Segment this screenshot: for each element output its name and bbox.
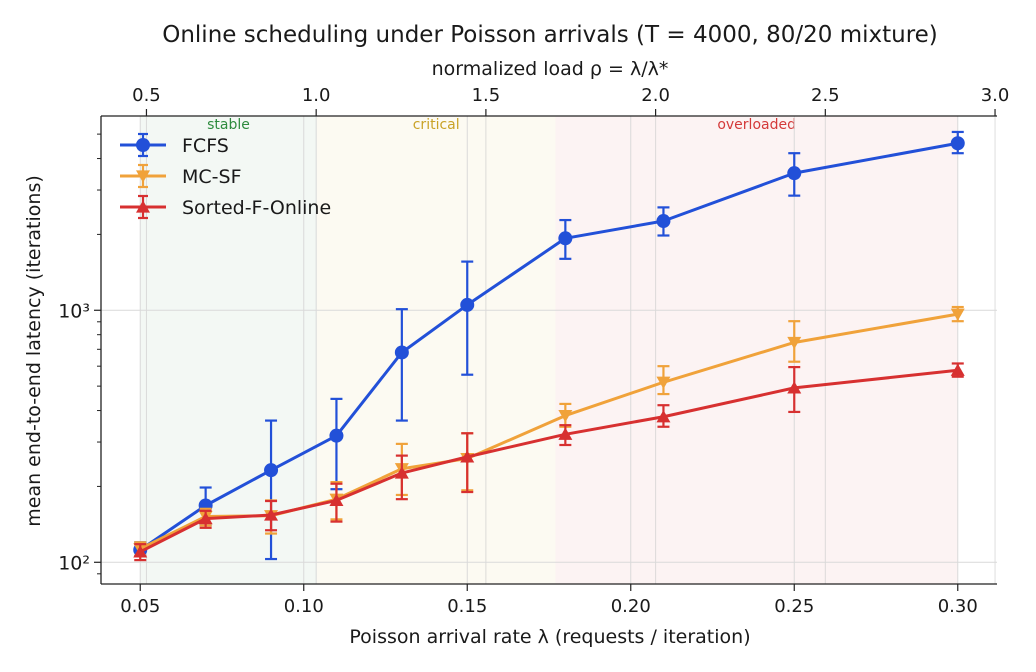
data-point <box>198 511 213 525</box>
x2-tick-label: 2.0 <box>641 85 670 106</box>
data-point <box>329 493 344 507</box>
y-tick-label: 10² <box>58 552 90 574</box>
data-point <box>329 428 344 443</box>
data-point <box>133 545 148 558</box>
top-axis-label: normalized load ρ = λ/λ* <box>432 58 669 80</box>
x-tick-label: 0.05 <box>120 596 160 617</box>
data-point <box>950 308 965 321</box>
data-point <box>950 136 965 151</box>
data-point <box>558 231 573 246</box>
load-regions: stable critical overloaded <box>140 116 958 584</box>
legend-marker <box>136 138 150 152</box>
region-stable <box>140 116 317 584</box>
legend-item-mc-sf: MC-SF <box>120 163 242 189</box>
data-point <box>264 508 279 521</box>
legend-label: MC-SF <box>182 166 242 188</box>
x2-tick-label: 3.0 <box>981 85 1010 106</box>
axes: 0.05 0.10 0.15 0.20 0.25 0.30 0.5 1.0 1.5 2.0 2.5 3… <box>58 85 1009 617</box>
x2-tick-label: 0.5 <box>132 85 161 106</box>
legend-label: FCFS <box>182 135 229 157</box>
legend-marker <box>136 170 150 183</box>
data-point <box>656 410 671 423</box>
data-point <box>787 166 802 181</box>
data-point <box>264 463 279 478</box>
data-point <box>787 336 802 350</box>
legend-marker <box>136 200 150 213</box>
series-sorted-f-online <box>133 362 965 562</box>
x-axis-label: Poisson arrival rate λ (requests / itera… <box>349 626 750 648</box>
y-tick-label: 10³ <box>58 300 90 322</box>
data-point <box>950 363 965 376</box>
region-critical <box>316 116 556 584</box>
data-point <box>460 297 475 312</box>
region-label-overloaded: overloaded <box>717 117 796 133</box>
data-point <box>558 427 573 440</box>
region-label-critical: critical <box>413 117 460 133</box>
x-tick-label: 0.25 <box>774 596 814 617</box>
x-tick-label: 0.15 <box>447 596 487 617</box>
x2-tick-label: 1.5 <box>472 85 501 106</box>
region-overloaded <box>555 116 958 584</box>
x2-tick-label: 2.5 <box>811 85 840 106</box>
data-point <box>656 214 671 229</box>
series-plot <box>133 130 965 562</box>
series-line <box>139 141 959 552</box>
data-point <box>787 381 802 394</box>
y-axis-label: mean end-to-end latency (iterations) <box>23 175 45 527</box>
data-point <box>460 450 475 463</box>
data-point <box>394 345 409 360</box>
data-point <box>656 376 671 389</box>
x-tick-label: 0.30 <box>938 596 978 617</box>
x2-tick-label: 1.0 <box>302 85 331 106</box>
series-line <box>139 368 958 554</box>
legend-item-sorted-f-online: Sorted-F-Online <box>120 194 331 220</box>
data-point <box>394 466 409 479</box>
x-tick-label: 0.10 <box>284 596 324 617</box>
x-tick-label: 0.20 <box>611 596 651 617</box>
region-label-stable: stable <box>207 117 250 133</box>
legend: FCFS MC-SF Sorted-F-Online <box>120 132 331 220</box>
legend-item-fcfs: FCFS <box>120 132 229 158</box>
legend-label: Sorted-F-Online <box>182 197 331 219</box>
data-point <box>558 409 573 423</box>
chart-title: Online scheduling under Poisson arrivals… <box>162 22 938 48</box>
